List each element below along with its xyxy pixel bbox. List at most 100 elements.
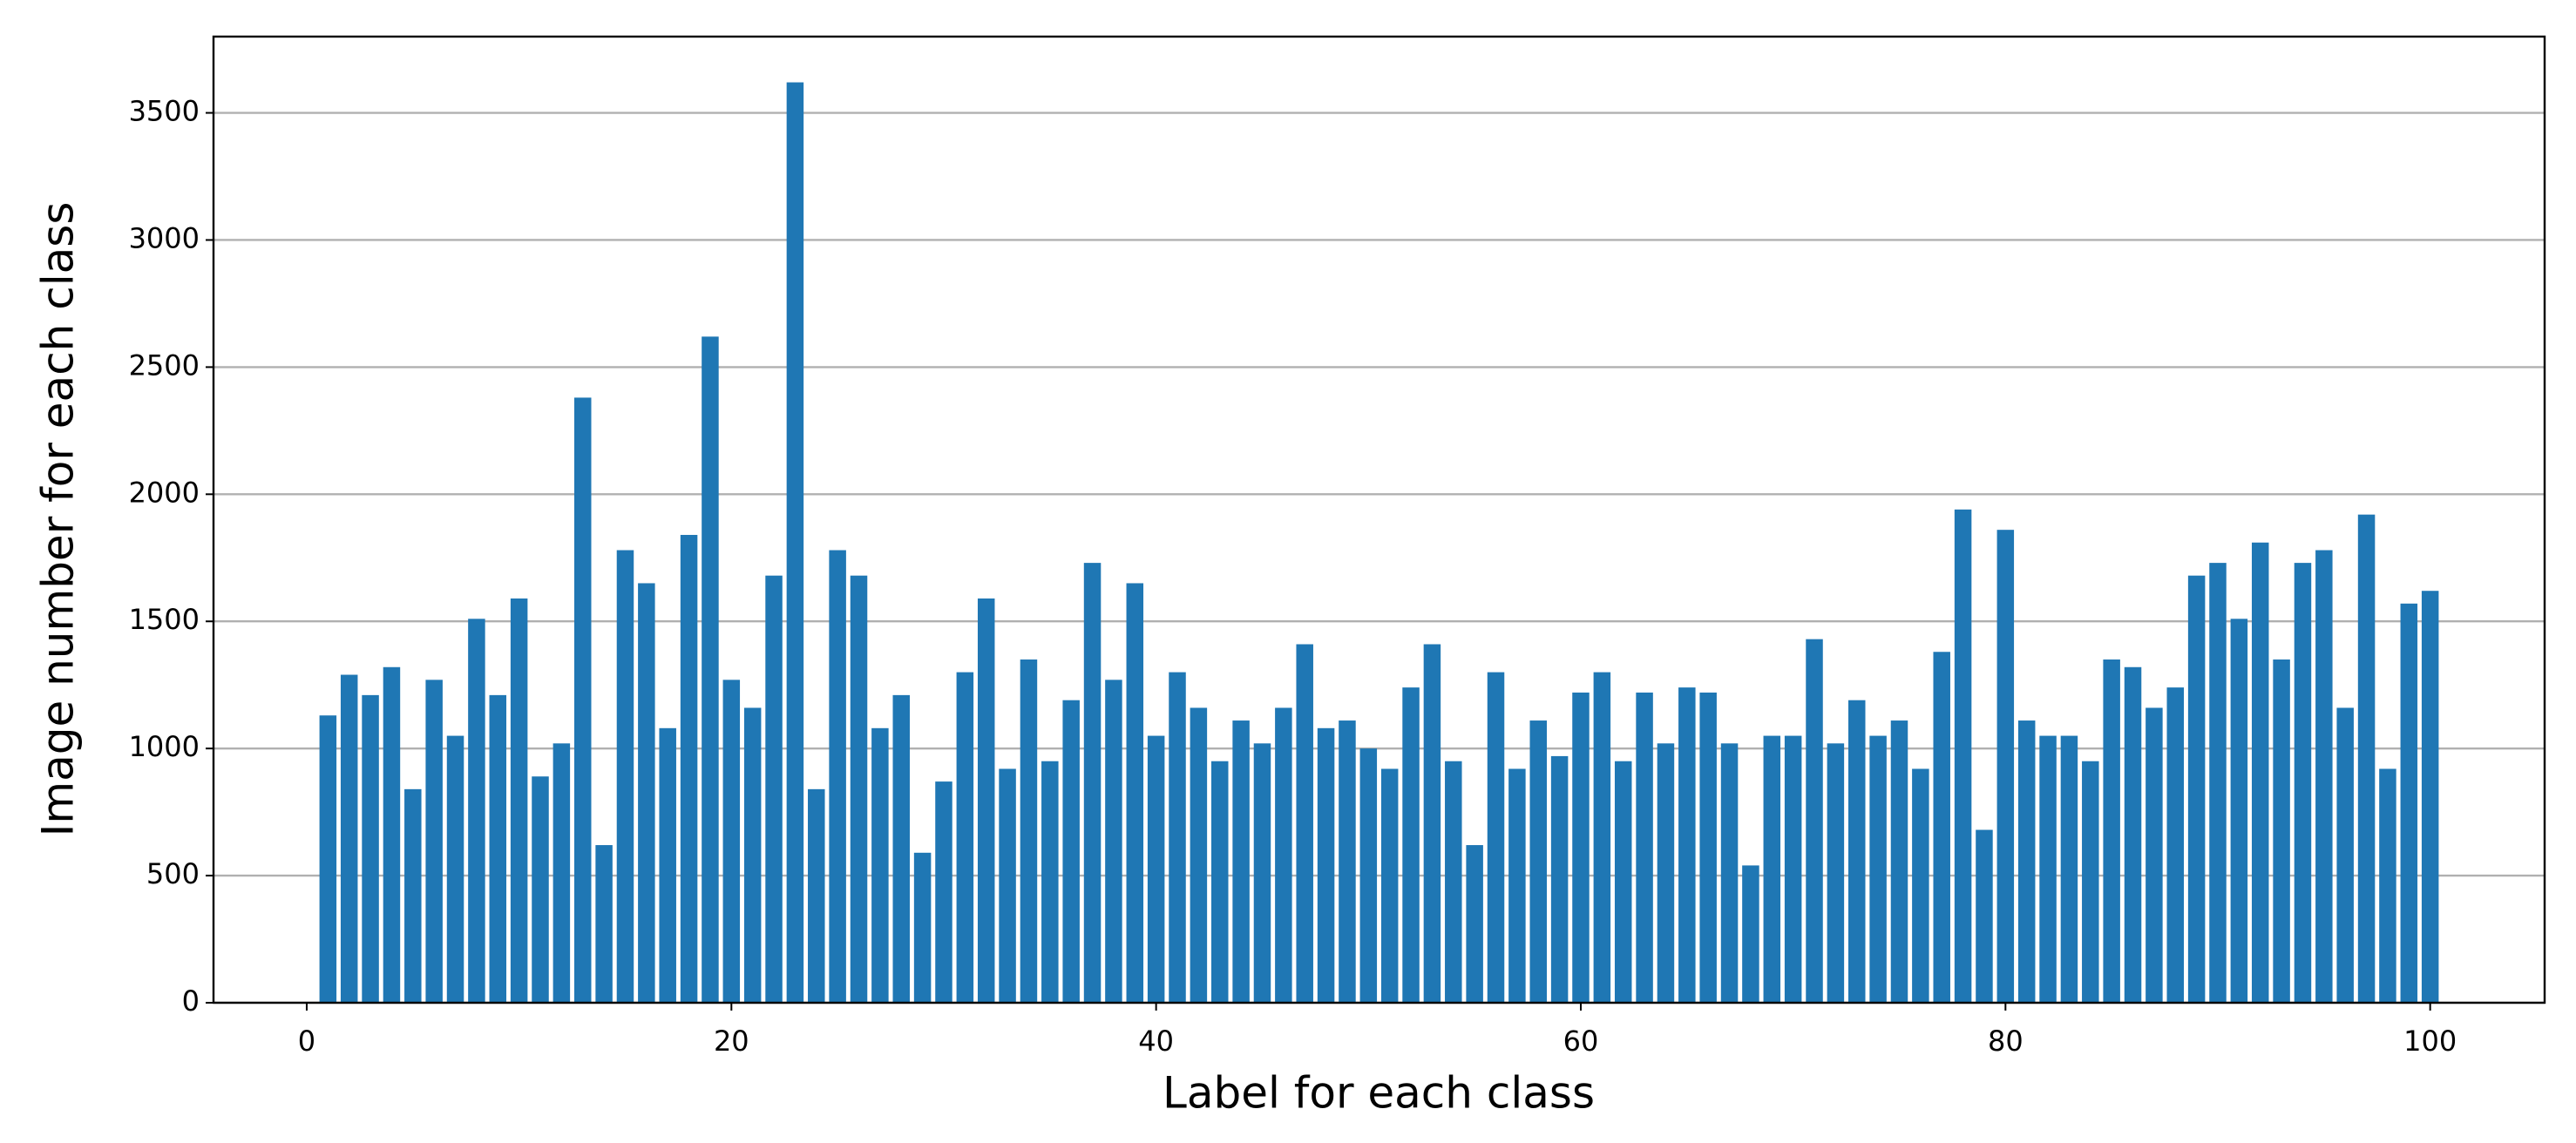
bar: [1359, 748, 1378, 1003]
x-tick-label: 40: [1138, 1025, 1174, 1058]
bar: [2421, 591, 2439, 1003]
bar: [702, 336, 719, 1004]
bar: [1466, 845, 1483, 1003]
bar: [1550, 755, 1569, 1003]
bar: [1763, 735, 1781, 1003]
y-tick-label: 3000: [129, 221, 200, 254]
bar: [552, 743, 571, 1003]
bar: [362, 694, 379, 1003]
y-tick-label: 0: [182, 984, 200, 1018]
bar: [383, 666, 401, 1003]
bar: [1296, 644, 1313, 1003]
bar: [1954, 509, 1972, 1003]
x-tick-label: 20: [714, 1025, 749, 1058]
bar: [2166, 687, 2185, 1003]
bar: [1041, 761, 1059, 1003]
plot-frame: [212, 35, 2546, 1004]
bar: [2315, 550, 2333, 1003]
bar: [1572, 692, 1590, 1003]
bar: [1890, 720, 1908, 1003]
bar: [1784, 735, 1802, 1003]
bar: [1912, 768, 1929, 1003]
bar: [2357, 514, 2376, 1003]
bar: [1657, 743, 1675, 1003]
x-tick-label: 60: [1563, 1025, 1599, 1058]
bar: [1445, 761, 1462, 1003]
bar: [1402, 687, 1420, 1003]
bar: [2230, 619, 2248, 1003]
bar: [659, 727, 676, 1003]
bar: [1487, 672, 1505, 1003]
bar: [743, 707, 762, 1003]
bar: [2294, 563, 2312, 1003]
bar: [2060, 735, 2078, 1003]
bar: [2209, 563, 2227, 1003]
bar: [722, 680, 741, 1003]
bar: [1508, 768, 1526, 1003]
bar: [1380, 768, 1399, 1003]
bar: [1996, 530, 2015, 1003]
bar: [489, 694, 507, 1003]
bar: [850, 575, 868, 1003]
bar: [935, 781, 952, 1003]
bar: [2273, 659, 2290, 1003]
bar: [1126, 583, 1144, 1003]
x-axis-label: Label for each class: [1163, 1068, 1595, 1119]
bar: [2400, 603, 2418, 1003]
bar: [1529, 720, 1547, 1003]
bar: [2336, 707, 2354, 1003]
bar: [532, 776, 549, 1003]
x-tick-label: 80: [1988, 1025, 2024, 1058]
bar: [1253, 743, 1271, 1003]
bar: [1720, 743, 1739, 1003]
bar: [1593, 672, 1611, 1003]
bar: [446, 735, 464, 1003]
y-tick-label: 1500: [129, 603, 200, 636]
bar: [510, 598, 528, 1003]
bar: [573, 397, 592, 1004]
bar: [871, 727, 889, 1003]
bar: [1169, 672, 1186, 1003]
bar: [616, 550, 634, 1003]
bar: [1636, 692, 1653, 1003]
bar: [1869, 735, 1887, 1003]
bar: [2187, 575, 2206, 1003]
bar: [2103, 659, 2120, 1003]
bar: [1190, 707, 1208, 1003]
bar: [913, 852, 932, 1003]
bar: [1806, 639, 1823, 1003]
bar: [1317, 727, 1335, 1003]
bar: [2124, 666, 2142, 1003]
bar: [319, 715, 337, 1003]
bar: [765, 575, 783, 1003]
bar: [1827, 743, 1845, 1003]
bar: [999, 768, 1016, 1003]
bar: [1339, 720, 1356, 1003]
bar: [425, 680, 443, 1003]
bar: [1147, 735, 1165, 1003]
bar: [2017, 720, 2036, 1003]
bar: [1678, 687, 1696, 1003]
bar: [892, 694, 910, 1003]
bar: [340, 674, 358, 1003]
bar: [829, 550, 846, 1003]
bar: [977, 598, 995, 1003]
bar: [956, 672, 974, 1003]
bar: [595, 845, 613, 1003]
y-tick-label: 500: [146, 857, 200, 890]
bar: [1742, 865, 1759, 1003]
x-tick-label: 0: [298, 1025, 315, 1058]
bar: [1083, 563, 1102, 1003]
bar: [2379, 768, 2396, 1003]
bar: [2039, 735, 2057, 1003]
bar: [1423, 644, 1441, 1003]
bar: [1232, 720, 1250, 1003]
bar: [1211, 761, 1229, 1003]
bar: [2251, 542, 2269, 1003]
x-tick-label: 100: [2403, 1025, 2457, 1058]
bar: [2082, 761, 2099, 1003]
bar: [638, 583, 655, 1003]
bar: [1976, 829, 1993, 1003]
bar: [1614, 761, 1632, 1003]
